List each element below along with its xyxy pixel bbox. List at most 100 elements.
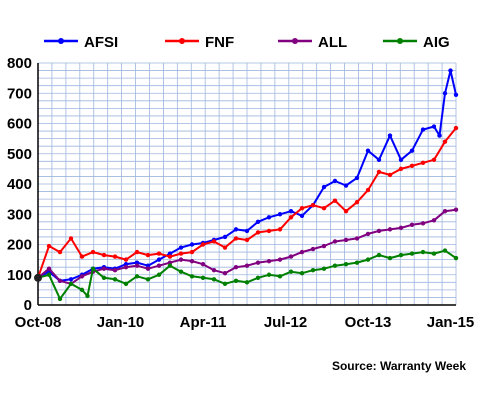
y-tick-label: 100 [7,267,32,284]
data-point-all [343,237,349,243]
y-tick-label: 800 [7,55,32,72]
data-point-aig [222,281,228,287]
data-point-fnf [266,228,272,234]
data-point-all [332,239,338,244]
data-point-aig [299,271,305,276]
data-point-fnf [112,254,118,259]
data-point-aig [431,251,437,256]
data-point-afsi [255,219,261,225]
data-point-afsi [244,228,250,234]
data-point-fnf [79,254,85,259]
data-point-all [46,266,52,271]
data-point-fnf [90,249,96,255]
data-point-all [123,264,129,270]
data-point-all [354,236,360,241]
x-tick-label: Jan-15 [427,314,475,331]
legend-marker-fnf [179,38,185,44]
data-point-afsi [420,127,426,132]
data-point-fnf [299,206,305,211]
data-point-aig [233,278,239,283]
data-point-fnf [321,206,327,211]
data-point-afsi [156,257,162,262]
data-point-fnf [442,139,448,144]
data-point-fnf [288,215,294,220]
data-point-afsi [398,157,404,162]
data-point-afsi [288,209,294,214]
data-point-all [79,274,85,279]
legend-marker-afsi [58,38,64,44]
data-point-afsi [321,184,327,190]
data-point-aig [387,255,393,261]
data-point-all [134,263,140,268]
x-tick-label: Apr-11 [180,314,227,331]
data-point-all [266,258,272,264]
data-point-all [365,231,371,237]
data-point-afsi [178,245,184,250]
data-point-all [145,266,151,271]
legend: AFSI FNF ALL AIG [44,34,450,51]
data-point-aig [189,274,195,279]
data-point-aig [310,268,316,273]
legend-item-all: ALL [278,34,347,51]
data-point-fnf [277,227,283,232]
data-point-aig [46,272,52,277]
data-point-all [453,207,459,212]
legend-marker-all [292,38,298,44]
data-point-all [299,249,305,255]
data-point-fnf [420,160,426,166]
data-point-all [387,227,393,232]
data-point-afsi [354,175,360,181]
y-tick-label: 500 [7,146,32,163]
data-point-afsi [68,277,74,282]
data-point-fnf [354,199,360,205]
data-point-aig [244,280,250,285]
data-point-fnf [398,166,404,172]
data-point-afsi [222,234,228,240]
data-point-all [376,228,382,234]
data-point-aig [365,257,371,262]
data-point-aig [200,275,206,280]
data-point-fnf [211,239,217,244]
y-tick-label: 0 [24,297,32,314]
data-point-afsi [299,213,305,218]
axes [37,63,456,306]
data-point-aig [277,274,283,279]
data-point-aig [343,261,349,267]
data-point-afsi [167,251,173,256]
data-point-fnf [57,249,63,255]
data-point-aig [57,296,63,302]
x-tick-label: Jan-10 [97,314,145,331]
data-point-aig [101,275,107,280]
data-point-fnf [431,157,437,162]
data-point-aig [332,263,338,268]
legend-label-all: ALL [318,34,347,51]
data-point-fnf [178,251,184,256]
data-point-aig [376,252,382,258]
data-point-afsi [123,261,129,267]
data-point-all [57,278,63,283]
data-point-all [233,264,239,270]
start-point-marker [34,273,42,282]
data-point-afsi [442,91,448,96]
data-point-afsi [431,124,437,129]
data-point-fnf [244,237,250,243]
data-point-aig [90,266,96,271]
data-point-aig [354,260,360,265]
data-point-afsi [448,68,453,73]
data-point-fnf [46,243,52,249]
data-point-aig [442,248,448,253]
data-point-fnf [365,187,371,193]
data-point-fnf [233,236,239,241]
data-point-aig [68,281,74,287]
data-point-all [189,258,195,264]
x-tick-label: Oct-13 [345,314,392,331]
data-point-all [409,222,415,228]
data-point-fnf [453,125,459,131]
y-tick-label: 600 [7,116,32,133]
data-point-all [200,261,206,267]
legend-label-fnf: FNF [205,34,234,51]
data-point-fnf [222,245,228,250]
data-point-all [167,260,173,265]
data-point-aig [123,281,129,287]
